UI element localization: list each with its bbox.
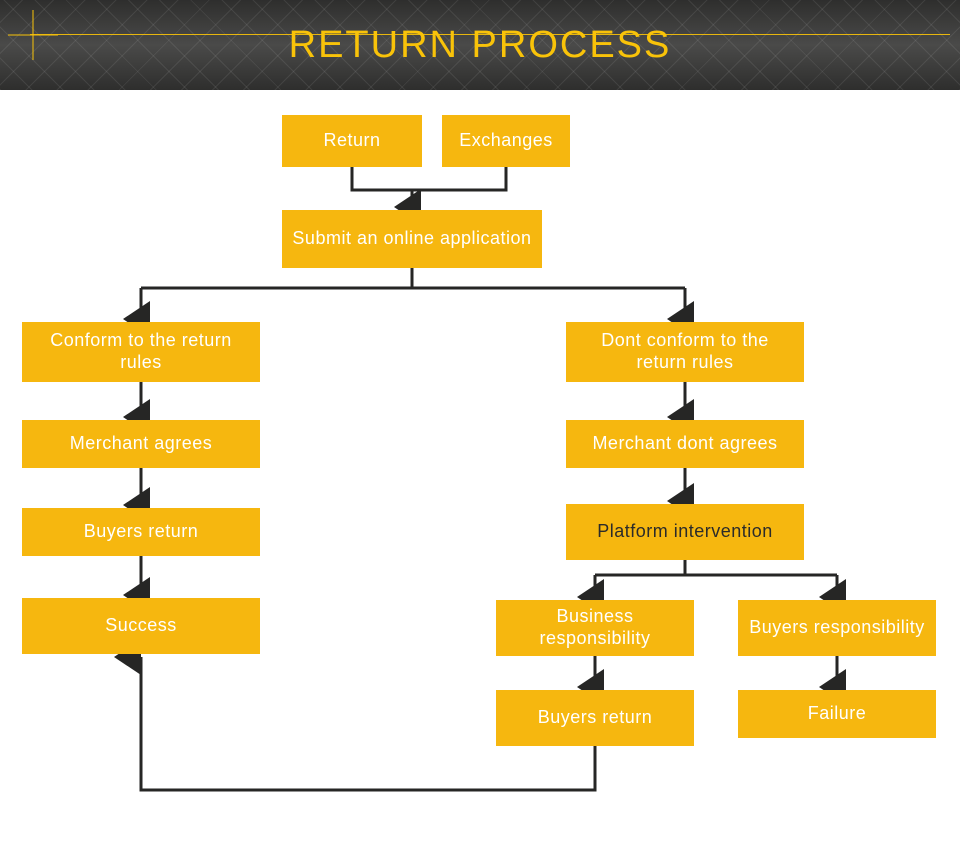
flow-node-exchanges: Exchanges <box>442 115 570 167</box>
flow-node-dont: Dont conform to the return rules <box>566 322 804 382</box>
flow-node-m_dont: Merchant dont agrees <box>566 420 804 468</box>
flow-node-submit: Submit an online application <box>282 210 542 268</box>
flow-node-conform: Conform to the return rules <box>22 322 260 382</box>
flow-node-biz: Business responsibility <box>496 600 694 656</box>
flow-node-return: Return <box>282 115 422 167</box>
page-title: RETURN PROCESS <box>289 24 672 67</box>
flow-node-buy_ret1: Buyers return <box>22 508 260 556</box>
flowchart-canvas: Return Exchanges Submit an online applicat… <box>0 90 960 850</box>
header-banner: RETURN PROCESS <box>0 0 960 90</box>
flow-node-success: Success <box>22 598 260 654</box>
flow-node-platform: Platform intervention <box>566 504 804 560</box>
flow-node-buyers_resp: Buyers responsibility <box>738 600 936 656</box>
flow-node-buy_ret2: Buyers return <box>496 690 694 746</box>
flow-node-m_agree: Merchant agrees <box>22 420 260 468</box>
flow-edge <box>352 167 506 190</box>
crosshair-icon <box>18 20 48 50</box>
flow-node-failure: Failure <box>738 690 936 738</box>
